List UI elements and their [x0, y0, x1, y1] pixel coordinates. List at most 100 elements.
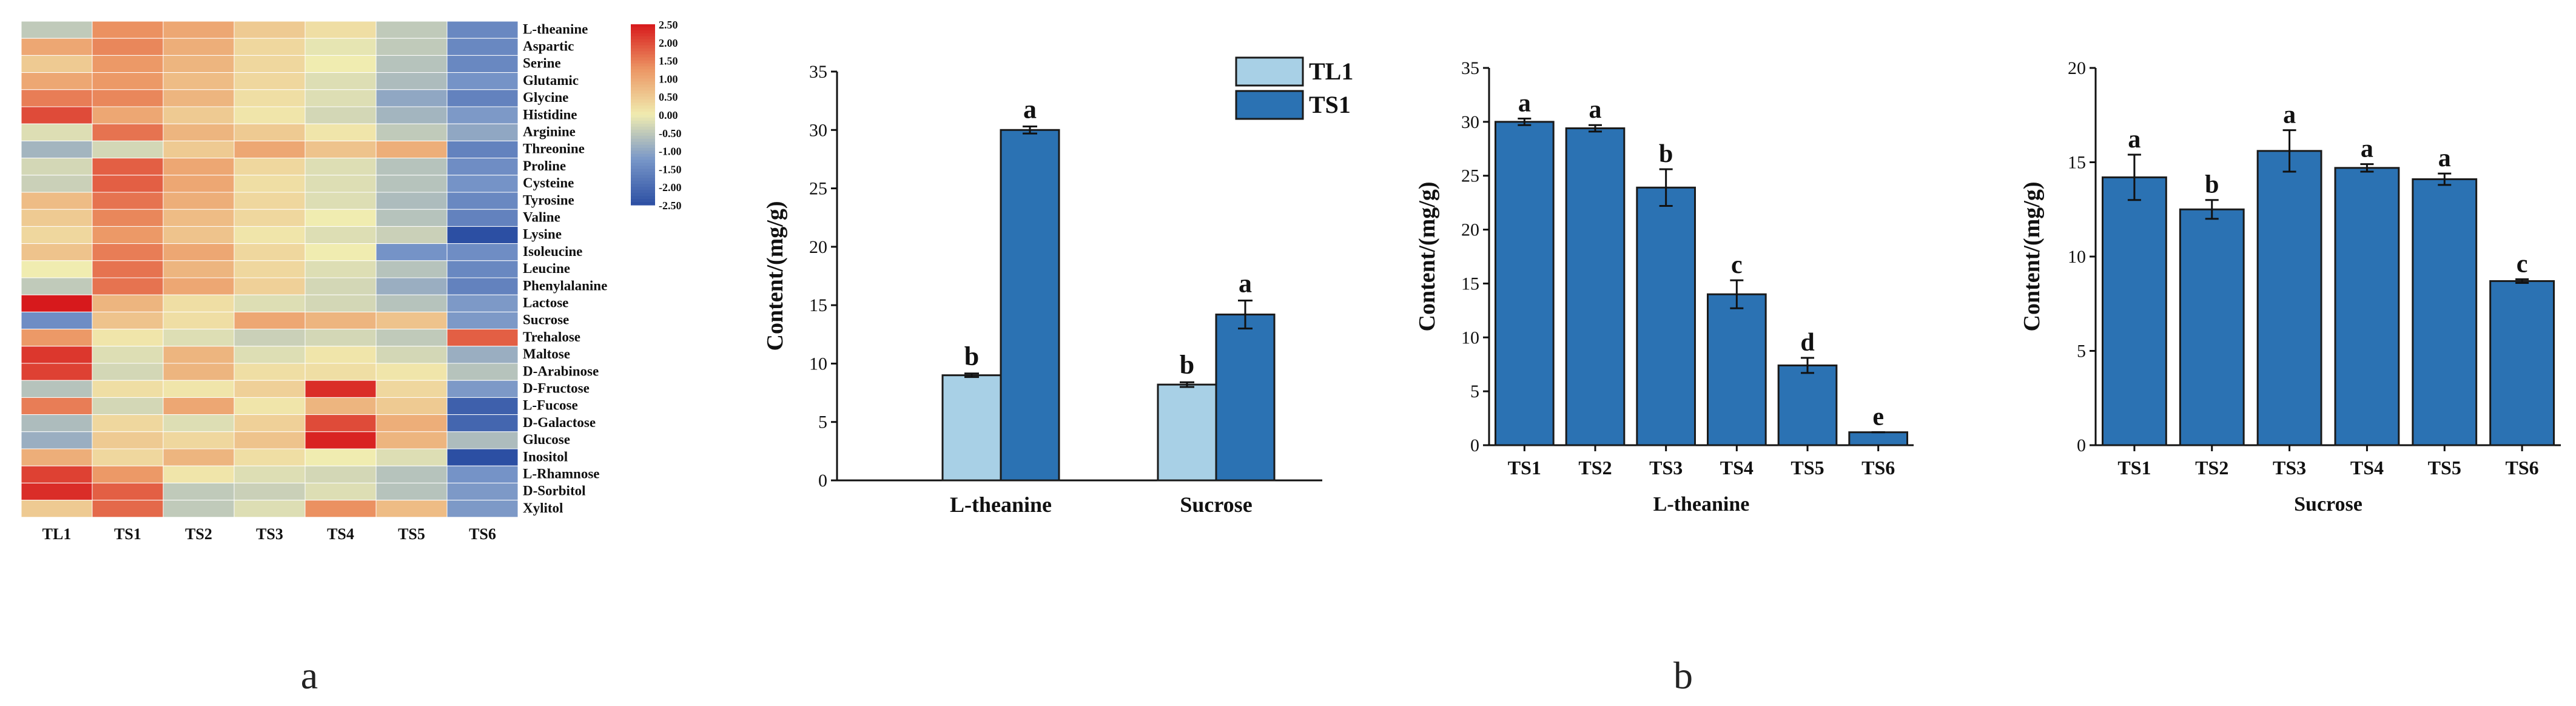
heatmap-cell [92, 243, 164, 261]
heatmap-cell [234, 38, 306, 56]
bar [1636, 186, 1696, 446]
heatmap-cell [234, 500, 306, 518]
heatmap-cell [163, 311, 235, 330]
colorbar-tick-label: -1.00 [659, 146, 682, 158]
heatmap-cell [92, 294, 164, 312]
heatmap-cell [92, 72, 164, 90]
heatmap-cell [446, 363, 519, 381]
colorbar-segment [631, 33, 655, 37]
heatmap-cell [163, 140, 235, 159]
y-tick-label: 10 [809, 354, 827, 374]
heatmap-cell [21, 209, 93, 227]
colorbar-segment [631, 36, 655, 40]
colorbar-segment [631, 112, 655, 115]
heatmap-cell [234, 106, 306, 124]
colorbar-segment [631, 27, 655, 31]
heatmap-cell [21, 106, 93, 124]
colorbar-segment [631, 138, 655, 143]
heatmap-cell [304, 346, 377, 364]
heatmap-cell [163, 106, 235, 124]
colorbar-segment [631, 147, 655, 152]
x-tick-label: TS2 [1578, 457, 1612, 479]
heatmap-cell [21, 465, 93, 483]
heatmap-cell [304, 243, 377, 261]
x-tick-label: TS5 [2428, 457, 2461, 479]
colorbar-segment [631, 42, 655, 46]
colorbar-segment [631, 54, 655, 58]
x-tick-label: Sucrose [1180, 493, 1252, 517]
heatmap-cell [234, 89, 306, 107]
heatmap-cell [21, 243, 93, 261]
heatmap-cell [163, 192, 235, 210]
heatmap-row-label: Inositol [523, 449, 568, 464]
colorbar-segment [631, 57, 655, 61]
heatmap-cell [163, 260, 235, 278]
colorbar-segment [631, 181, 655, 184]
heatmap-cell [234, 311, 306, 330]
bar [2179, 208, 2245, 446]
heatmap-cell [446, 414, 519, 432]
heatmap-cell [375, 21, 448, 39]
heatmap-row-label: D-Fructose [523, 381, 590, 396]
heatmap-row-label: Tyrosine [523, 192, 574, 207]
heatmap-row-label: Xylitol [523, 500, 563, 516]
heatmap-cell [92, 346, 164, 364]
colorbar-segment [631, 51, 655, 55]
heatmap-cell [375, 465, 448, 483]
heatmap-cell [21, 431, 93, 449]
heatmap-cell [446, 175, 519, 193]
heatmap-cell [21, 414, 93, 432]
heatmap-cell [304, 55, 377, 73]
heatmap-cell [375, 329, 448, 347]
heatmap-cell [446, 243, 519, 261]
heatmap-cell [21, 329, 93, 347]
heatmap-row-label: Lysine [523, 227, 562, 242]
colorbar-tick-label: -2.00 [659, 181, 682, 193]
y-tick-label: 15 [1461, 274, 1479, 294]
colorbar-segment [631, 196, 655, 200]
heatmap-cell [234, 380, 306, 398]
heatmap-cell [92, 397, 164, 415]
heatmap-cell [446, 72, 519, 90]
x-tick-label: TS4 [2350, 457, 2384, 479]
heatmap-row-label: Sucrose [523, 312, 569, 328]
heatmap-column-label: TS3 [256, 525, 283, 543]
heatmap-cell [21, 158, 93, 176]
heatmap-cell [375, 140, 448, 159]
panel-label-a: a [301, 654, 318, 697]
heatmap-cell [21, 294, 93, 312]
heatmap-cell [375, 380, 448, 398]
heatmap-cell [21, 89, 93, 107]
heatmap-cell [375, 123, 448, 141]
heatmap-row-label: Histidine [523, 107, 577, 122]
y-axis-title: Content/(mg/g) [1414, 182, 1440, 332]
colorbar-tick-label: 1.00 [659, 73, 678, 85]
heatmap-cell [375, 38, 448, 56]
colorbar-segment [631, 153, 655, 158]
heatmap-row-label: Isoleucine [523, 244, 582, 259]
colorbar-segment [631, 166, 655, 169]
heatmap-cell [304, 397, 377, 415]
heatmap-cell [446, 55, 519, 73]
colorbar-segment [631, 193, 655, 197]
bar [1707, 293, 1767, 446]
heatmap-cell [304, 363, 377, 381]
colorbar-segment [631, 172, 655, 175]
sucrose-bar-chart: 0 5 10 15 20 Content/(mg/g) a TS1 b TS2 a TS3 a TS4 a T… [2019, 58, 2561, 516]
heatmap-cell [304, 123, 377, 141]
panel-label-b: b [1673, 654, 1693, 697]
heatmap-row-label: Glucose [523, 432, 570, 447]
bar [2256, 150, 2322, 446]
heatmap-cell [304, 209, 377, 227]
heatmap-column-label: TS6 [469, 525, 496, 543]
colorbar-segment [631, 199, 655, 203]
y-tick-label: 10 [1461, 328, 1479, 348]
heatmap-cell [92, 380, 164, 398]
heatmap-row-label: D-Sorbitol [523, 483, 586, 499]
heatmap-cell [375, 431, 448, 449]
heatmap-cell [446, 89, 519, 107]
heatmap-cell [92, 21, 164, 39]
heatmap-cell [446, 192, 519, 210]
heatmap-cell [234, 260, 306, 278]
colorbar-segment [631, 106, 655, 109]
